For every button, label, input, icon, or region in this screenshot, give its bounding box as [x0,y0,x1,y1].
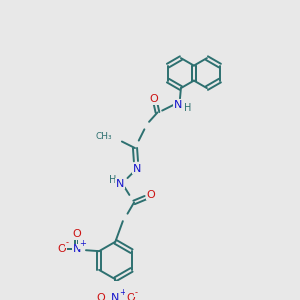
Text: CH₃: CH₃ [96,132,112,141]
Text: N: N [111,293,119,300]
Text: N: N [72,244,81,254]
Text: +: + [79,239,86,248]
Text: O: O [149,94,158,104]
Text: O: O [96,293,105,300]
Text: O: O [126,293,135,300]
Text: N: N [133,164,141,174]
Text: N: N [116,179,124,189]
Text: O: O [72,229,81,239]
Text: H: H [109,175,116,185]
Text: -: - [66,238,69,247]
Text: N: N [174,100,182,110]
Text: -: - [134,288,137,297]
Text: +: + [119,288,126,297]
Text: O: O [57,244,66,254]
Text: H: H [184,103,191,113]
Text: O: O [147,190,155,200]
